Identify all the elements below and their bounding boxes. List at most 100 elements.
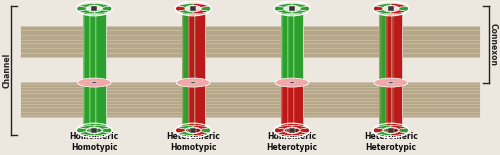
Ellipse shape xyxy=(380,80,390,85)
Ellipse shape xyxy=(182,128,192,133)
Bar xyxy=(194,12,196,83)
Circle shape xyxy=(388,82,394,83)
Bar xyxy=(388,6,394,11)
Bar xyxy=(380,83,390,130)
Wedge shape xyxy=(101,128,112,133)
Bar xyxy=(89,12,100,83)
Bar xyxy=(188,12,198,83)
Ellipse shape xyxy=(380,80,390,85)
Ellipse shape xyxy=(392,80,402,85)
Wedge shape xyxy=(276,125,292,129)
Ellipse shape xyxy=(286,80,298,85)
Ellipse shape xyxy=(89,10,100,15)
Bar xyxy=(392,12,394,83)
Ellipse shape xyxy=(194,80,204,85)
Circle shape xyxy=(92,82,97,83)
Bar xyxy=(380,83,390,130)
Wedge shape xyxy=(178,132,193,135)
Bar xyxy=(280,83,283,130)
Ellipse shape xyxy=(89,80,100,85)
Wedge shape xyxy=(101,6,112,11)
Ellipse shape xyxy=(392,10,402,15)
Bar xyxy=(386,12,388,83)
Ellipse shape xyxy=(182,80,192,85)
Circle shape xyxy=(190,82,196,83)
Bar xyxy=(95,12,97,83)
Bar xyxy=(289,6,295,11)
Ellipse shape xyxy=(95,80,106,85)
Bar xyxy=(83,12,94,83)
Wedge shape xyxy=(292,10,308,14)
Wedge shape xyxy=(76,128,88,133)
Wedge shape xyxy=(193,125,208,129)
Bar xyxy=(95,12,106,83)
Bar xyxy=(188,12,198,83)
Ellipse shape xyxy=(292,128,304,133)
Wedge shape xyxy=(193,10,208,14)
Bar xyxy=(83,83,94,130)
Bar xyxy=(95,83,97,130)
Bar xyxy=(20,84,480,117)
Bar xyxy=(89,83,91,130)
Ellipse shape xyxy=(95,80,106,85)
Bar xyxy=(286,83,298,130)
Bar xyxy=(380,12,390,83)
Wedge shape xyxy=(274,6,285,11)
Bar xyxy=(286,83,298,130)
Bar xyxy=(95,12,106,83)
Bar xyxy=(386,83,396,130)
Circle shape xyxy=(388,130,394,131)
Bar xyxy=(89,12,100,83)
Ellipse shape xyxy=(194,128,204,133)
Bar xyxy=(292,12,295,83)
Ellipse shape xyxy=(392,80,402,85)
Wedge shape xyxy=(391,125,406,129)
Ellipse shape xyxy=(386,128,396,133)
Bar xyxy=(188,83,190,130)
Bar xyxy=(190,128,196,133)
Bar xyxy=(89,12,91,83)
Ellipse shape xyxy=(380,128,390,133)
Bar xyxy=(392,12,402,83)
Ellipse shape xyxy=(386,80,396,85)
Bar xyxy=(194,83,196,130)
Wedge shape xyxy=(391,132,406,135)
Wedge shape xyxy=(178,10,193,14)
Ellipse shape xyxy=(89,128,100,133)
Ellipse shape xyxy=(188,80,198,85)
Bar xyxy=(292,83,304,130)
Bar xyxy=(286,83,298,130)
Bar xyxy=(292,12,304,83)
Bar xyxy=(194,12,204,83)
Ellipse shape xyxy=(176,78,210,87)
Wedge shape xyxy=(373,128,384,133)
Ellipse shape xyxy=(194,10,204,15)
Ellipse shape xyxy=(292,128,304,133)
Bar xyxy=(89,12,91,83)
Bar xyxy=(380,12,382,83)
Bar xyxy=(20,27,480,57)
Wedge shape xyxy=(79,4,94,7)
Ellipse shape xyxy=(292,10,304,15)
Bar xyxy=(95,12,97,83)
Wedge shape xyxy=(299,128,310,133)
Ellipse shape xyxy=(386,80,396,85)
Bar xyxy=(289,6,295,11)
Wedge shape xyxy=(292,4,308,7)
Wedge shape xyxy=(391,10,406,14)
Wedge shape xyxy=(274,128,285,133)
Bar xyxy=(280,83,283,130)
Bar xyxy=(292,83,295,130)
Bar xyxy=(392,12,402,83)
Ellipse shape xyxy=(83,80,94,85)
Bar xyxy=(188,83,190,130)
Ellipse shape xyxy=(89,128,100,133)
Wedge shape xyxy=(193,10,208,14)
Ellipse shape xyxy=(380,10,390,15)
Bar xyxy=(292,83,304,130)
Circle shape xyxy=(388,11,394,13)
Ellipse shape xyxy=(83,10,94,15)
Ellipse shape xyxy=(380,10,390,15)
Wedge shape xyxy=(376,132,391,135)
Bar xyxy=(194,83,196,130)
